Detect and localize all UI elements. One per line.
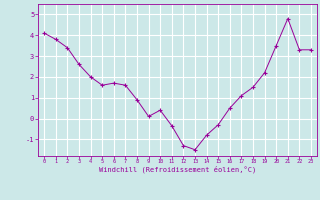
X-axis label: Windchill (Refroidissement éolien,°C): Windchill (Refroidissement éolien,°C) xyxy=(99,166,256,173)
